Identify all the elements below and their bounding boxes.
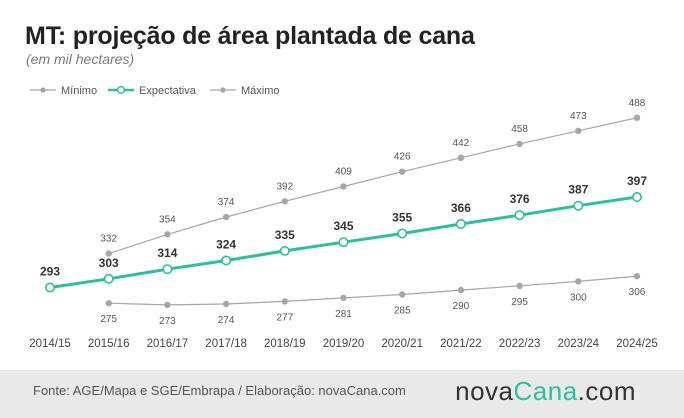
x-tick-2018-19: 2018/19 xyxy=(264,338,306,350)
data-labels: 275 273 274 277 281 285 290 295 300 306 332 354 374 3… xyxy=(40,98,647,327)
x-tick-2014-15: 2014/15 xyxy=(29,338,71,350)
label-min-2017-18: 274 xyxy=(218,315,235,326)
point-max-2016-17 xyxy=(164,231,171,238)
label-exp-2015-16: 303 xyxy=(99,256,119,270)
label-min-2016-17: 273 xyxy=(159,316,176,327)
label-exp-2019-20: 345 xyxy=(333,219,353,233)
chart-subtitle: (em mil hectares) xyxy=(26,51,135,67)
label-max-2017-18: 374 xyxy=(218,197,235,208)
x-tick-2016-17: 2016/17 xyxy=(147,338,189,350)
brand-part2: Cana xyxy=(513,376,578,406)
series-line-max xyxy=(108,117,638,255)
label-exp-2021-22: 366 xyxy=(451,201,471,215)
legend-label-max: Máximo xyxy=(241,85,280,97)
point-exp-2016-17 xyxy=(162,264,173,275)
legend-marker-exp xyxy=(116,85,125,94)
point-max-2018-19 xyxy=(281,198,288,205)
label-exp-2017-18: 324 xyxy=(216,238,236,252)
point-exp-2018-19 xyxy=(279,245,290,256)
point-max-2020-21 xyxy=(399,168,406,175)
label-max-2021-22: 442 xyxy=(453,138,470,149)
source-note: Fonte: AGE/Mapa e SGE/Embrapa / Elaboraç… xyxy=(33,383,406,398)
point-min-2015-16 xyxy=(105,300,112,307)
label-exp-2024-25: 397 xyxy=(627,174,647,188)
point-max-2015-16 xyxy=(105,250,112,257)
x-tick-2022-23: 2022/23 xyxy=(499,338,541,350)
point-exp-2022-23 xyxy=(514,210,525,221)
label-exp-2014-15: 293 xyxy=(40,265,60,279)
point-max-2023-24 xyxy=(575,127,582,134)
label-exp-2018-19: 335 xyxy=(275,228,295,242)
legend-label-exp: Expectativa xyxy=(139,85,197,97)
legend-marker-max xyxy=(220,87,226,93)
point-exp-2014-15 xyxy=(44,282,55,293)
x-tick-2024-25: 2024/25 xyxy=(616,338,658,350)
brand-part1: nova xyxy=(455,376,514,406)
point-exp-2015-16 xyxy=(103,273,114,284)
point-min-2018-19 xyxy=(281,298,288,305)
legend-label-min: Mínimo xyxy=(61,85,97,97)
label-max-2019-20: 409 xyxy=(335,167,352,178)
point-min-2020-21 xyxy=(399,291,406,298)
legend: Mínimo Expectativa Máximo xyxy=(30,85,280,97)
point-exp-2020-21 xyxy=(397,228,408,239)
point-exp-2019-20 xyxy=(338,237,349,248)
point-exp-2023-24 xyxy=(573,200,584,211)
label-max-2024-25: 488 xyxy=(629,98,646,109)
point-max-2024-25 xyxy=(633,114,641,122)
label-min-2015-16: 275 xyxy=(100,314,117,325)
point-exp-2017-18 xyxy=(221,255,232,266)
label-min-2021-22: 290 xyxy=(453,301,470,312)
point-max-2021-22 xyxy=(457,154,465,161)
label-max-2016-17: 354 xyxy=(159,214,176,225)
point-min-2024-25 xyxy=(633,273,641,280)
label-max-2018-19: 392 xyxy=(276,181,293,192)
footer: Fonte: AGE/Mapa e SGE/Embrapa / Elaboraç… xyxy=(0,370,684,418)
series-line-min xyxy=(108,275,638,306)
label-exp-2023-24: 387 xyxy=(568,183,588,197)
point-min-2016-17 xyxy=(164,301,171,309)
x-tick-2019-20: 2019/20 xyxy=(323,338,365,350)
label-exp-2020-21: 355 xyxy=(392,211,412,225)
point-min-2022-23 xyxy=(516,282,523,289)
brand-logo: novaCana.com xyxy=(455,376,636,407)
label-max-2022-23: 458 xyxy=(511,124,528,135)
label-max-2020-21: 426 xyxy=(394,152,411,163)
x-tick-2015-16: 2015/16 xyxy=(88,338,130,350)
series-lines xyxy=(48,117,639,306)
label-max-2015-16: 332 xyxy=(100,234,117,245)
label-min-2019-20: 281 xyxy=(335,309,352,320)
label-min-2024-25: 306 xyxy=(629,287,646,298)
point-min-2017-18 xyxy=(222,300,230,308)
point-max-2019-20 xyxy=(340,183,347,190)
point-exp-2024-25 xyxy=(631,192,642,203)
point-max-2017-18 xyxy=(222,213,230,221)
legend-marker-min xyxy=(40,87,46,93)
data-points xyxy=(44,114,642,309)
line-chart: Mínimo Expectativa Máximo 275 273 274 277 281 2… xyxy=(29,85,658,350)
x-axis: 2014/15 2015/16 2016/17 2017/18 2018/19 2019/… xyxy=(29,338,658,350)
label-exp-2016-17: 314 xyxy=(157,246,177,260)
brand-part3: .com xyxy=(577,376,636,406)
point-min-2021-22 xyxy=(457,286,465,294)
label-min-2018-19: 277 xyxy=(276,312,293,323)
label-exp-2022-23: 376 xyxy=(510,192,530,206)
label-min-2022-23: 295 xyxy=(511,297,528,308)
x-tick-2021-22: 2021/22 xyxy=(440,338,482,350)
label-min-2023-24: 300 xyxy=(570,292,587,303)
label-min-2020-21: 285 xyxy=(394,306,411,317)
label-max-2023-24: 473 xyxy=(570,111,587,122)
x-tick-2023-24: 2023/24 xyxy=(558,338,600,350)
point-exp-2021-22 xyxy=(455,219,466,230)
point-min-2019-20 xyxy=(340,294,347,302)
point-min-2023-24 xyxy=(575,278,582,285)
chart-title: MT: projeção de área plantada de cana xyxy=(25,22,475,50)
x-tick-2017-18: 2017/18 xyxy=(205,338,247,350)
point-max-2022-23 xyxy=(516,140,523,148)
x-tick-2020-21: 2020/21 xyxy=(381,338,423,350)
